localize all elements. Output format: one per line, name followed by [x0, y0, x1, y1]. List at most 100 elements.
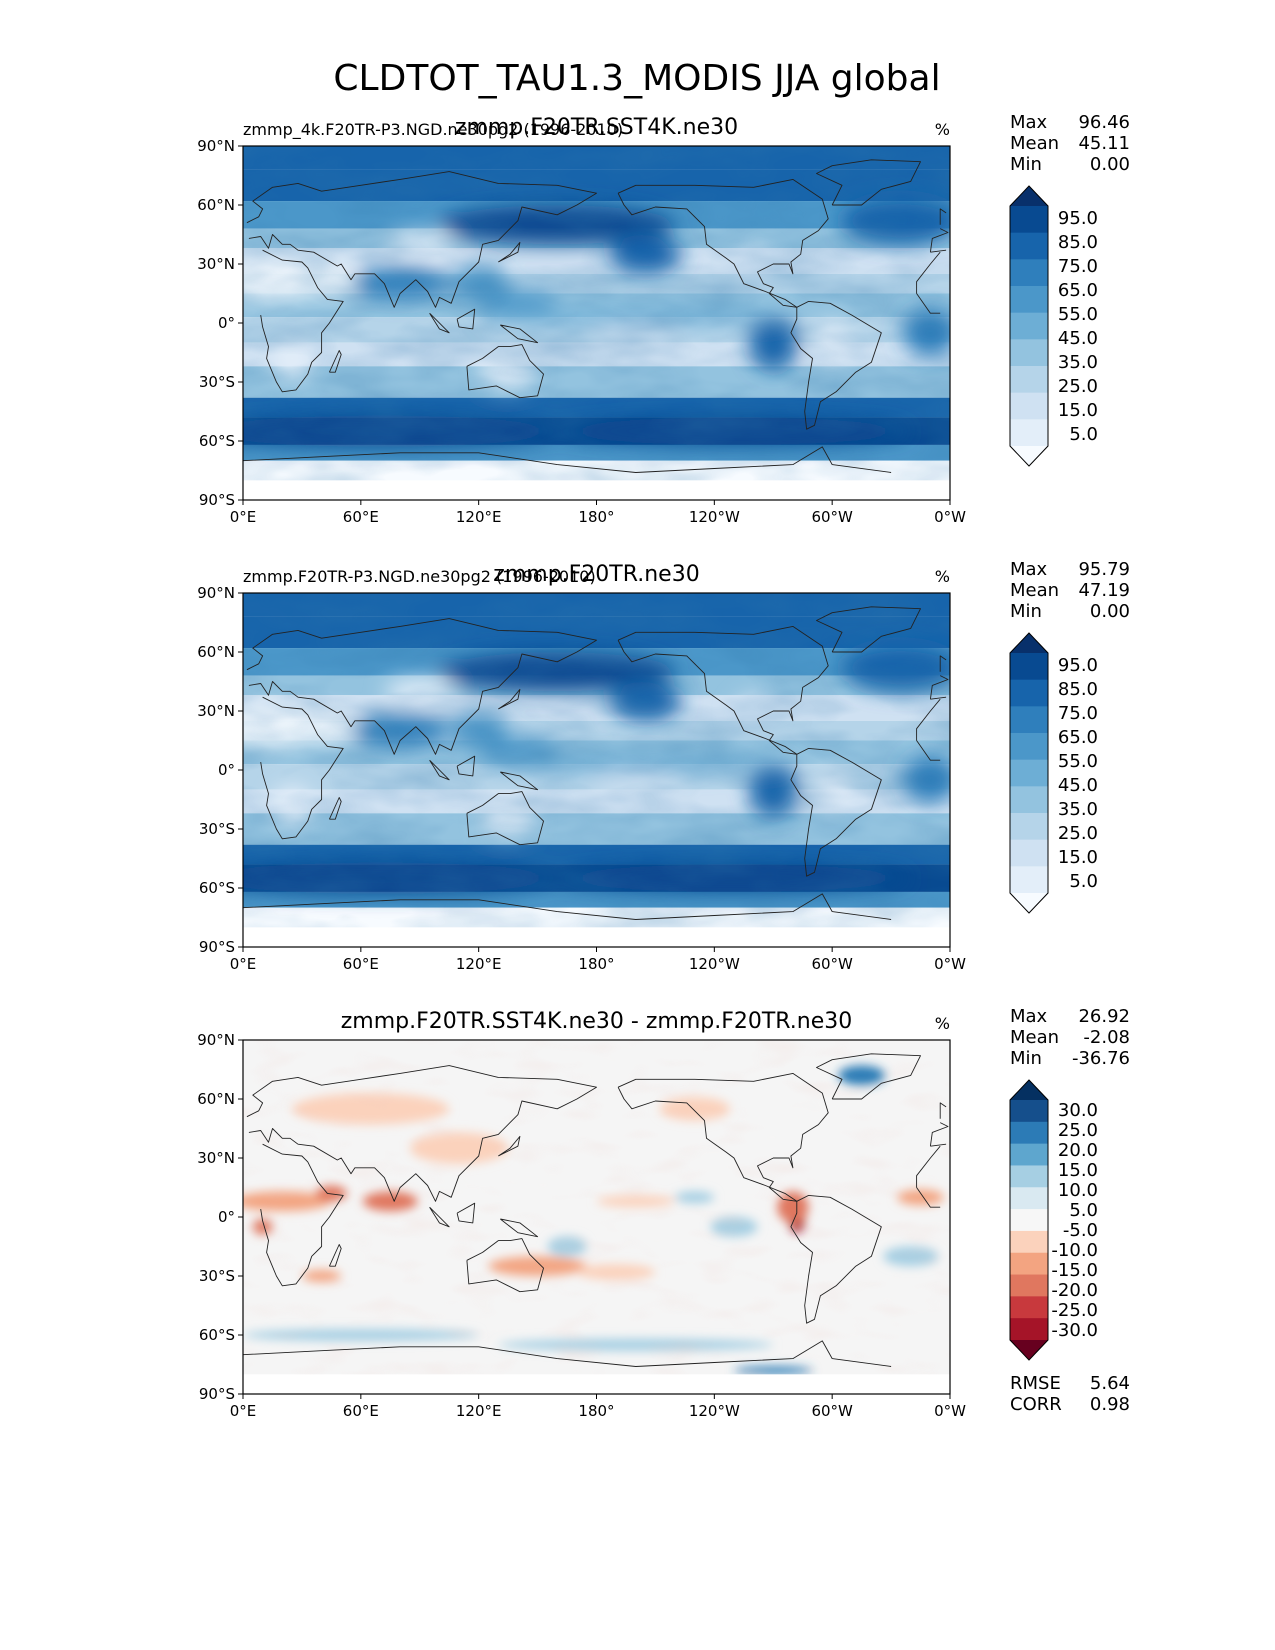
colorbar-swatch [1010, 1187, 1048, 1210]
y-tick-label: 30°S [199, 1267, 235, 1285]
x-tick-label: 0°W [934, 508, 966, 526]
stat-label: Min [1010, 1048, 1042, 1069]
colorbar-tick-label: 20.0 [1058, 1140, 1098, 1161]
panel-reference: 0°E 60°E 120°E 180° 120°W 60°W 0°W 90°N 60°N 30°N… [197, 559, 1130, 973]
coastline [456, 755, 476, 777]
y-tick-label: 90°N [197, 584, 235, 602]
colorbar-swatch [1010, 1318, 1048, 1341]
stat-value: 47.19 [1078, 580, 1130, 601]
coastline [617, 625, 829, 755]
coastline [930, 249, 947, 253]
y-tick-label: 30°N [197, 702, 235, 720]
coastline [498, 241, 521, 263]
colorbar-swatch [1010, 1143, 1048, 1166]
colorbar-tick-label: -5.0 [1063, 1220, 1098, 1241]
colorbar-tick-label: 65.0 [1058, 727, 1098, 748]
coastline [243, 893, 892, 920]
colorbar-swatch [1010, 813, 1048, 841]
x-tick-label: 60°E [343, 1402, 379, 1420]
stat-label: Max [1010, 1006, 1048, 1027]
coastline [243, 1340, 892, 1367]
coastline [939, 208, 947, 225]
x-tick-label: 120°W [689, 508, 740, 526]
coastline [790, 300, 882, 430]
colorbar-swatch [1010, 419, 1048, 447]
colorbar-tick-label: 15.0 [1058, 847, 1098, 868]
colorbar-tick-label: 45.0 [1058, 328, 1098, 349]
coastline [498, 1135, 521, 1157]
colorbar-tick-label: 45.0 [1058, 775, 1098, 796]
panel-units: % [935, 1014, 950, 1033]
x-tick-label: 120°E [456, 1402, 502, 1420]
x-tick-label: 120°W [689, 955, 740, 973]
panel-title-left: zmmp.F20TR-P3.NGD.ne30pg2 (1996-2010) [243, 567, 596, 586]
map-field [243, 1040, 950, 1394]
stat-value: -2.08 [1083, 1027, 1130, 1048]
colorbar-tick-label: 15.0 [1058, 1160, 1098, 1181]
coastline [816, 606, 921, 653]
x-tick-label: 0°W [934, 955, 966, 973]
colorbar-swatch [1010, 706, 1048, 734]
colorbar-tick-label: 25.0 [1058, 376, 1098, 397]
stat-label: Max [1010, 559, 1048, 580]
x-tick-label: 120°W [689, 1402, 740, 1420]
coastline [500, 771, 539, 791]
colorbar-tick-label: 95.0 [1058, 208, 1098, 229]
x-tick-label: 0°E [230, 955, 257, 973]
x-tick-label: 180° [578, 1402, 614, 1420]
coastline [816, 159, 921, 206]
coastline [916, 251, 941, 294]
colorbar-extend-max [1010, 633, 1048, 653]
colorbar-tick-label: -30.0 [1051, 1320, 1098, 1341]
figure-title: CLDTOT_TAU1.3_MODIS JJA global [333, 58, 940, 99]
y-tick-label: 30°N [197, 255, 235, 273]
colorbar-tick-label: 95.0 [1058, 655, 1098, 676]
field-texture [243, 146, 950, 500]
coastline [456, 308, 476, 330]
colorbar: 95.0 85.0 75.0 65.0 55.0 45.0 35.0 25.0 15.0 5.0 [1009, 632, 1098, 914]
colorbar-swatch [1010, 1274, 1048, 1297]
colorbar-swatch [1010, 286, 1048, 314]
colorbar-tick-label: 55.0 [1058, 751, 1098, 772]
x-tick-label: 60°W [811, 508, 853, 526]
coastline [246, 171, 597, 308]
x-tick-label: 180° [578, 955, 614, 973]
coastline [466, 1238, 544, 1293]
coastline [456, 1202, 476, 1224]
colorbar-outline [1009, 632, 1049, 914]
coastline [939, 1102, 947, 1119]
coastline [429, 312, 450, 334]
coastline [916, 1187, 941, 1208]
y-tick-label: 30°S [199, 820, 235, 838]
panel-title-center: zmmp.F20TR.SST4K.ne30 [455, 115, 738, 140]
colorbar-swatch [1010, 339, 1048, 367]
y-tick-label: 60°N [197, 196, 235, 214]
colorbar-tick-label: 75.0 [1058, 256, 1098, 277]
y-tick-label: 60°S [199, 432, 235, 450]
field-polar [243, 1374, 950, 1394]
coastline [916, 1145, 941, 1188]
coastline [328, 1244, 342, 1267]
panel-title-left: zmmp_4k.F20TR-P3.NGD.ne30pg2 (1996-2010) [243, 120, 623, 140]
coastline [243, 446, 892, 473]
colorbar-extend-max [1010, 186, 1048, 206]
stat-label: Mean [1010, 1027, 1059, 1048]
panel-title-center: zmmp.F20TR.ne30 [493, 562, 699, 587]
colorbar: 95.0 85.0 75.0 65.0 55.0 45.0 35.0 25.0 15.0 5.0 [1009, 185, 1098, 467]
colorbar-tick-label: 35.0 [1058, 352, 1098, 373]
panel-units: % [935, 120, 950, 139]
coastline [790, 1194, 882, 1324]
field-texture [243, 593, 950, 947]
colorbar-swatch [1010, 786, 1048, 814]
stat-value: 0.98 [1090, 1394, 1130, 1415]
colorbar-swatch [1010, 679, 1048, 707]
y-tick-label: 60°S [199, 879, 235, 897]
panel-difference: 0°E 60°E 120°E 180° 120°W 60°W 0°W 90°N 60°N 30°N… [197, 1006, 1130, 1420]
stat-value: 45.11 [1078, 133, 1130, 154]
coastline [260, 1143, 344, 1287]
colorbar-swatch [1010, 366, 1048, 394]
coastline [466, 344, 544, 399]
coastline [429, 759, 450, 781]
colorbar-swatch [1010, 259, 1048, 287]
x-tick-label: 0°W [934, 1402, 966, 1420]
